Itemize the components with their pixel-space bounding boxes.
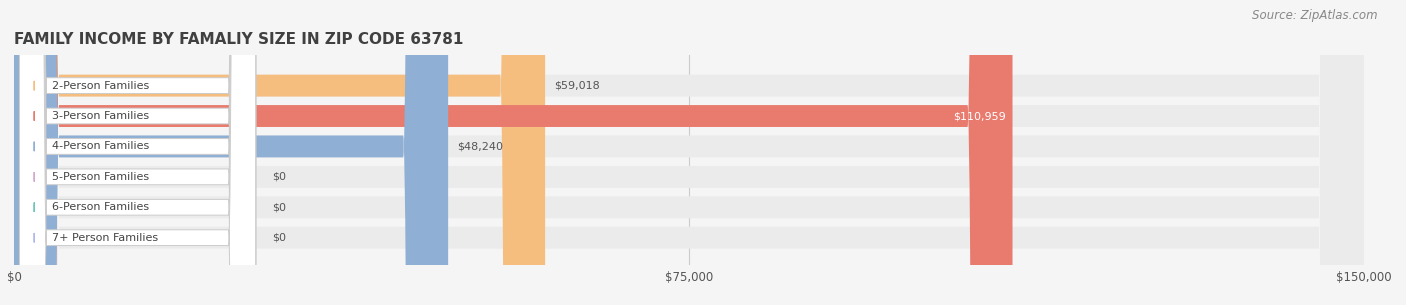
FancyBboxPatch shape: [20, 0, 256, 305]
FancyBboxPatch shape: [14, 0, 449, 305]
FancyBboxPatch shape: [14, 0, 1364, 305]
Text: $0: $0: [271, 202, 285, 212]
Text: $110,959: $110,959: [953, 111, 1005, 121]
Text: $48,240: $48,240: [457, 142, 503, 152]
Text: 5-Person Families: 5-Person Families: [52, 172, 149, 182]
FancyBboxPatch shape: [14, 0, 1364, 305]
FancyBboxPatch shape: [14, 0, 546, 305]
FancyBboxPatch shape: [14, 0, 1012, 305]
Text: 6-Person Families: 6-Person Families: [52, 202, 149, 212]
Text: $0: $0: [271, 233, 285, 243]
FancyBboxPatch shape: [14, 0, 1364, 305]
FancyBboxPatch shape: [20, 0, 256, 305]
Text: 2-Person Families: 2-Person Families: [52, 81, 149, 91]
FancyBboxPatch shape: [20, 0, 256, 305]
FancyBboxPatch shape: [14, 0, 1364, 305]
Text: Source: ZipAtlas.com: Source: ZipAtlas.com: [1253, 9, 1378, 22]
Text: $0: $0: [271, 172, 285, 182]
Text: 4-Person Families: 4-Person Families: [52, 142, 149, 152]
Text: 3-Person Families: 3-Person Families: [52, 111, 149, 121]
Text: 7+ Person Families: 7+ Person Families: [52, 233, 157, 243]
FancyBboxPatch shape: [14, 0, 1364, 305]
Text: $59,018: $59,018: [554, 81, 600, 91]
FancyBboxPatch shape: [20, 0, 256, 305]
FancyBboxPatch shape: [20, 0, 256, 305]
Text: FAMILY INCOME BY FAMALIY SIZE IN ZIP CODE 63781: FAMILY INCOME BY FAMALIY SIZE IN ZIP COD…: [14, 32, 464, 47]
FancyBboxPatch shape: [14, 0, 1364, 305]
FancyBboxPatch shape: [20, 0, 256, 305]
